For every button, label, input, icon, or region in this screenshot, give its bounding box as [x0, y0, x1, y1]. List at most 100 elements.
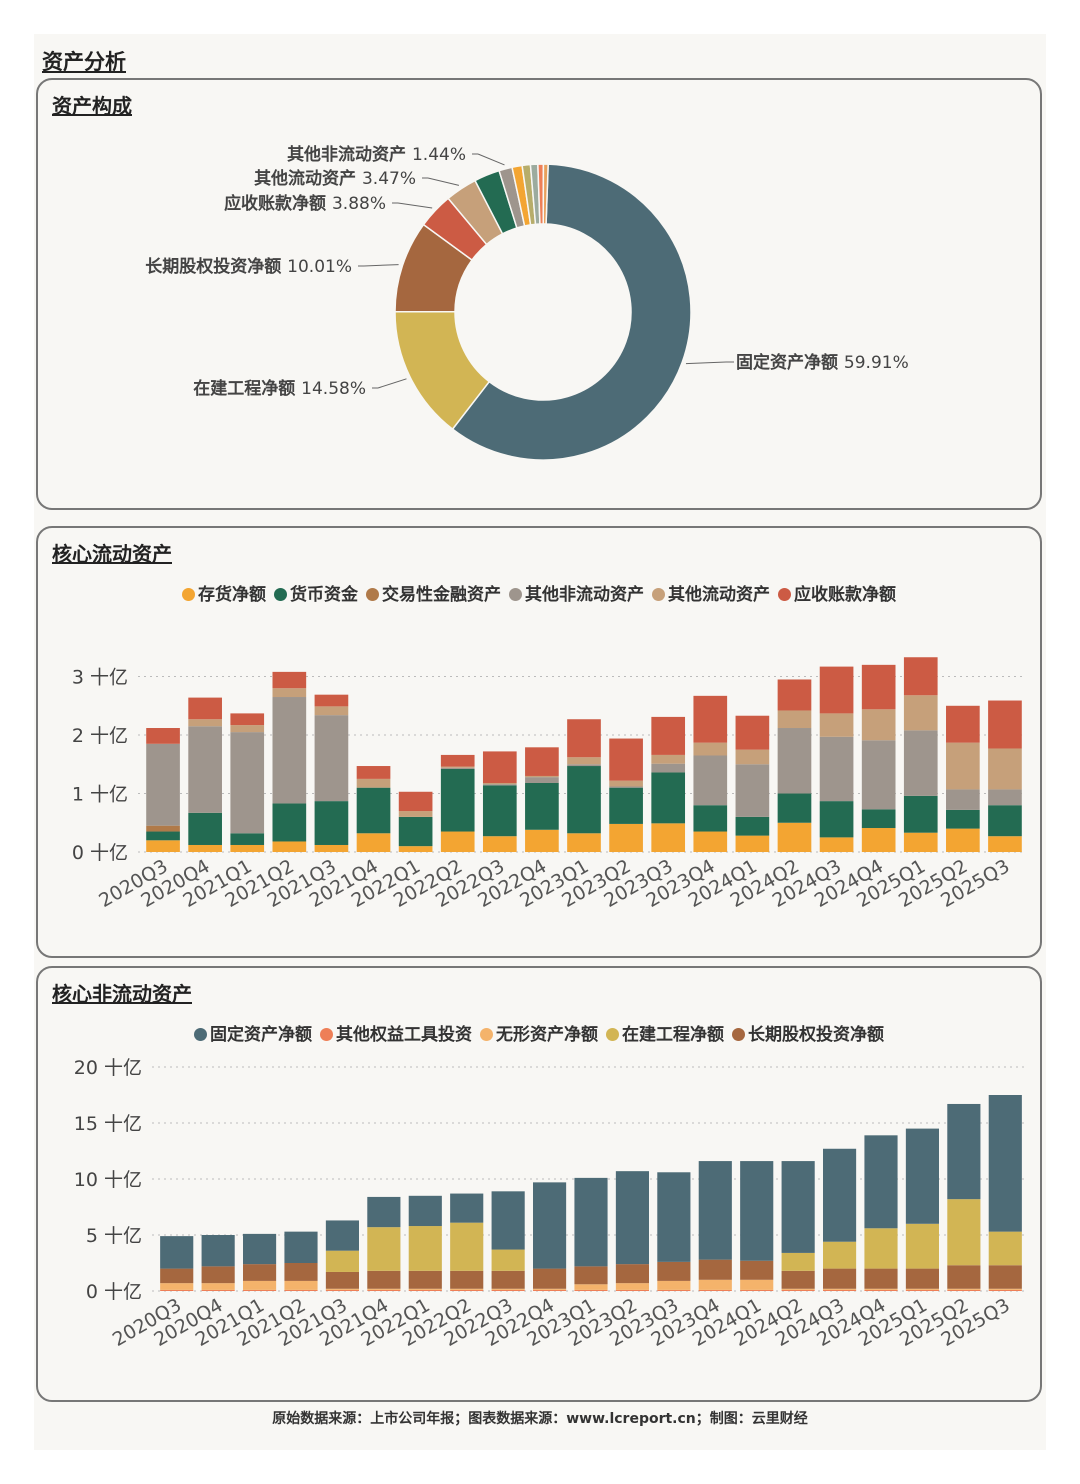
- bar-segment: [946, 828, 980, 852]
- bar-segment: [988, 805, 1022, 837]
- legend-dot-icon: [778, 588, 791, 601]
- bar-segment: [988, 1288, 1022, 1290]
- bar-segment: [356, 787, 391, 834]
- bar-segment: [160, 1283, 194, 1290]
- bar-segment: [735, 816, 770, 836]
- bar-segment: [533, 1288, 567, 1290]
- bar-segment: [988, 700, 1022, 749]
- bar-segment: [698, 1259, 732, 1280]
- bar-segment: [398, 811, 433, 817]
- bar-segment: [574, 1177, 608, 1267]
- bar-segment: [188, 812, 222, 845]
- legend-label: 应收账款净额: [794, 585, 896, 605]
- bar-segment: [819, 666, 854, 714]
- bar-segment: [609, 786, 643, 788]
- bar-segment: [861, 828, 896, 852]
- bar-segment: [903, 695, 938, 731]
- legend-item: 在建工程净额: [606, 1020, 724, 1045]
- bar-segment: [160, 1236, 194, 1269]
- bar-segment: [823, 1241, 857, 1269]
- bar-segment: [284, 1280, 318, 1290]
- bar-segment: [450, 1270, 484, 1289]
- bar-segment: [651, 763, 686, 773]
- bar-segment: [988, 748, 1022, 790]
- legend-label: 无形资产净额: [496, 1025, 598, 1045]
- bar-segment: [201, 1235, 235, 1267]
- legend-dot-icon: [652, 588, 665, 601]
- bar-segment: [567, 757, 601, 765]
- bar-segment: [230, 732, 265, 834]
- bar-segment: [861, 809, 896, 829]
- bar-segment: [819, 713, 854, 737]
- legend-dot-icon: [606, 1028, 619, 1041]
- bar-segment: [864, 1228, 898, 1269]
- page: 资产分析 资产构成 固定资产净额 59.91% 在建工程净额 14.58% 长期股权…: [34, 34, 1046, 1450]
- legend-item: 长期股权投资净额: [732, 1020, 884, 1045]
- bar-segment: [314, 715, 349, 802]
- bar-segment: [146, 831, 180, 841]
- bar-segment: [525, 829, 559, 852]
- bar-segment: [740, 1161, 774, 1261]
- bar-segment: [243, 1280, 277, 1290]
- bar-segment: [777, 793, 812, 823]
- legend-dot-icon: [274, 588, 287, 601]
- bar-segment: [823, 1268, 857, 1289]
- core-noncurrent-assets-title: 核心非流动资产: [52, 982, 192, 1006]
- bar-segment: [781, 1161, 815, 1253]
- donut-label: 其他非流动资产 1.44%: [287, 144, 466, 165]
- y-tick-label: 10 十亿: [74, 1169, 142, 1191]
- bar-segment: [367, 1227, 401, 1271]
- bar-segment: [657, 1172, 691, 1262]
- donut-leader-line: [477, 153, 505, 166]
- donut-leader-line: [427, 177, 460, 186]
- core-current-assets-panel: 核心流动资产 存货净额 货币资金 交易性金融资产 其他非流动资产 其他流动资产 应收账款净…: [36, 526, 1042, 958]
- bar-segment: [781, 1288, 815, 1290]
- bar-segment: [482, 782, 517, 785]
- bar-segment: [574, 1284, 608, 1290]
- bar-segment: [905, 1223, 939, 1269]
- bar-segment: [735, 749, 770, 765]
- legend-item: 其他流动资产: [652, 580, 770, 605]
- bar-segment: [947, 1288, 981, 1290]
- legend-label: 其他流动资产: [668, 585, 770, 605]
- footer-source: 原始数据来源：上市公司年报；图表数据来源：www.lcreport.cn；制图：…: [272, 1411, 808, 1427]
- bar-segment: [160, 1268, 194, 1284]
- bar-segment: [735, 715, 770, 750]
- bar-segment: [398, 791, 433, 812]
- bar-segment: [243, 1233, 277, 1265]
- bar-segment: [525, 775, 559, 778]
- bar-segment: [272, 803, 307, 842]
- bar-segment: [230, 725, 265, 733]
- donut-label: 在建工程净额 14.58%: [193, 378, 366, 399]
- bar-segment: [314, 706, 349, 716]
- bar-segment: [947, 1289, 981, 1291]
- bar-segment: [777, 728, 812, 794]
- legend-dot-icon: [509, 588, 522, 601]
- bar-segment: [482, 785, 517, 837]
- bar-segment: [988, 1289, 1022, 1291]
- bar-segment: [823, 1289, 857, 1291]
- core-noncurrent-assets-legend: 固定资产净额 其他权益工具投资 无形资产净额 在建工程净额 长期股权投资净额: [38, 1020, 1040, 1045]
- bar-segment: [325, 1288, 359, 1290]
- bar-segment: [272, 841, 307, 852]
- bar-segment: [284, 1289, 318, 1291]
- bar-segment: [188, 719, 222, 727]
- bar-segment: [160, 1289, 194, 1291]
- bar-segment: [946, 809, 980, 829]
- legend-item: 无形资产净额: [480, 1020, 598, 1045]
- bar-segment: [314, 844, 349, 852]
- bar-segment: [398, 846, 433, 852]
- legend-label: 其他权益工具投资: [336, 1025, 472, 1045]
- bar-segment: [781, 1270, 815, 1289]
- bar-segment: [325, 1250, 359, 1272]
- donut-label: 其他流动资产 3.47%: [254, 168, 416, 189]
- bar-segment: [615, 1283, 649, 1290]
- bar-segment: [533, 1289, 567, 1291]
- bar-segment: [988, 836, 1022, 852]
- bar-segment: [188, 697, 222, 720]
- bar-segment: [823, 1288, 857, 1290]
- bar-segment: [450, 1193, 484, 1223]
- bar-segment: [740, 1279, 774, 1290]
- bar-segment: [693, 805, 728, 832]
